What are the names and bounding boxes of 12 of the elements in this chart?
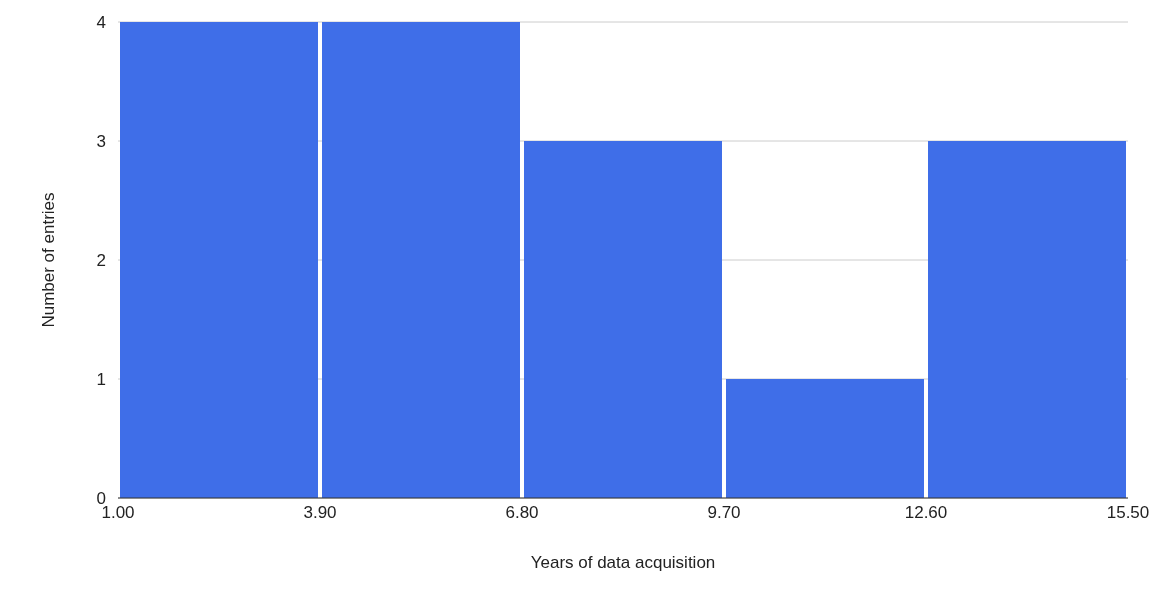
y-axis-title: Number of entries	[39, 192, 59, 328]
y-tick-label: 3	[96, 132, 106, 151]
x-tick-label: 15.50	[1106, 503, 1150, 523]
x-tick-label: 12.60	[904, 503, 948, 523]
x-tick-label: 6.80	[505, 503, 539, 523]
x-axis-title: Years of data acquisition	[530, 553, 716, 572]
y-tick-label: 1	[96, 370, 106, 389]
x-tick-label: 1.00	[101, 503, 135, 523]
x-tick-label: 3.90	[303, 503, 337, 523]
x-tick-label: 9.70	[707, 503, 741, 523]
y-tick-label: 4	[96, 13, 106, 32]
y-tick-label: 2	[96, 251, 106, 270]
